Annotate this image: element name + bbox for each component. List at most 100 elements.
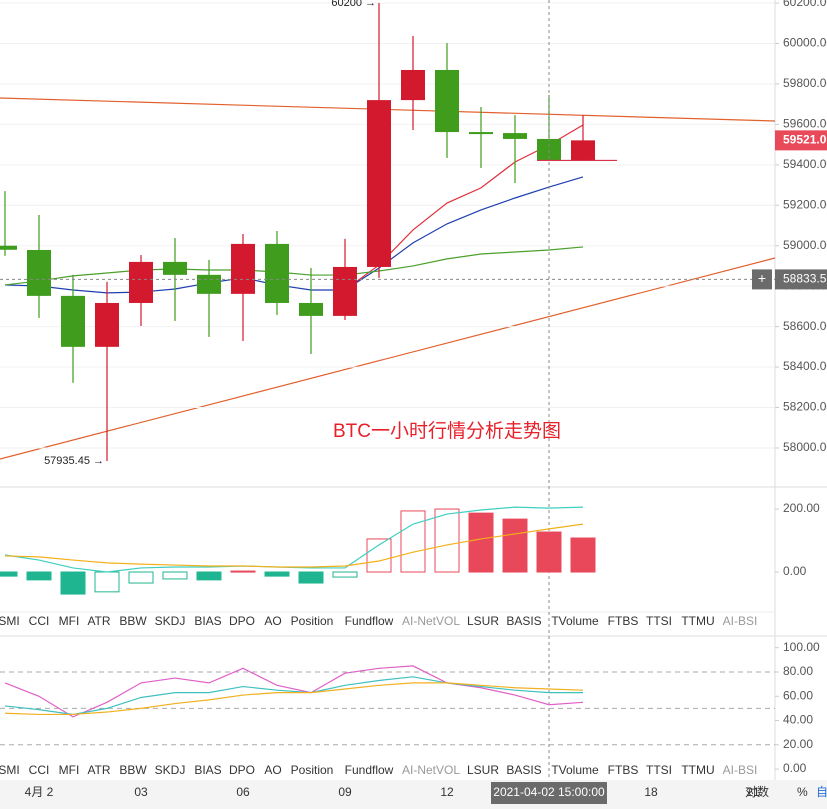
y-tick-label: 59200.00 <box>783 197 827 211</box>
indicator-tab[interactable]: DPO <box>229 614 255 628</box>
y-tick-label: 58400.00 <box>783 359 827 373</box>
indicator-bar <box>536 531 562 573</box>
indicator-tab[interactable]: SKDJ <box>155 614 186 628</box>
indicator-bar <box>26 571 52 581</box>
indicator-tab[interactable]: TTMU <box>681 614 714 628</box>
indicator-tab[interactable]: AO <box>264 763 281 777</box>
indicator-tab[interactable]: LSUR <box>467 763 499 777</box>
indicator-bar <box>400 510 426 573</box>
indicator-tab[interactable]: BBW <box>119 763 147 777</box>
indicator-bar <box>264 571 290 577</box>
indicator-tab[interactable]: ATR <box>87 763 110 777</box>
y-tick-label: 58600.00 <box>783 319 827 333</box>
indicator-bar <box>128 571 154 584</box>
auto-toggle[interactable]: 自 <box>816 785 827 799</box>
candle-body <box>129 261 153 303</box>
indicator-line <box>4 176 584 294</box>
y-tick-label: 58000.00 <box>783 440 827 454</box>
y-tick-label: 0.00 <box>783 564 807 578</box>
indicator-tab[interactable]: LSUR <box>467 614 499 628</box>
indicator-tab[interactable]: AI-BSI <box>723 614 758 628</box>
indicator-bar <box>468 512 494 573</box>
last-price-box <box>775 130 827 151</box>
candle-body <box>537 138 561 160</box>
indicator-bar <box>570 537 596 573</box>
y-tick-label: 40.00 <box>783 713 813 727</box>
indicator-bar <box>366 538 392 573</box>
indicator-tab[interactable]: SKDJ <box>155 763 186 777</box>
x-tick-label: 12 <box>440 785 454 799</box>
indicator-tab[interactable]: Fundflow <box>345 763 394 777</box>
candle-body <box>401 69 425 101</box>
indicator-tab[interactable]: TVolume <box>551 763 599 777</box>
crosshair-price-box <box>775 269 827 290</box>
x-tick-label: 03 <box>134 785 148 799</box>
last-price: 59521.0 <box>783 133 827 147</box>
indicator-tab[interactable]: SMI <box>0 614 20 628</box>
candle-body <box>163 261 187 275</box>
candle-body <box>61 295 85 347</box>
indicator-tab[interactable]: Position <box>291 763 334 777</box>
x-tick-label: 21 <box>746 785 760 799</box>
candle-body <box>367 100 391 267</box>
indicator-tab[interactable]: TTSI <box>646 763 672 777</box>
indicator-tab[interactable]: CCI <box>29 614 50 628</box>
indicator-tab[interactable]: BIAS <box>194 614 221 628</box>
indicator-tab[interactable]: MFI <box>59 763 80 777</box>
indicator-bar <box>60 571 86 595</box>
y-tick-label: 59800.00 <box>783 76 827 90</box>
x-tick-label: 09 <box>338 785 352 799</box>
indicator-tab[interactable]: Position <box>291 614 334 628</box>
indicator-tab[interactable]: BASIS <box>506 763 541 777</box>
y-tick-label: 0.00 <box>783 761 807 775</box>
y-tick-label: 59400.00 <box>783 157 827 171</box>
indicator-bar <box>0 571 18 577</box>
indicator-tab[interactable]: BASIS <box>506 614 541 628</box>
time-axis <box>0 780 827 809</box>
indicator-tab[interactable]: CCI <box>29 763 50 777</box>
y-tick-label: 20.00 <box>783 737 813 751</box>
y-tick-label: 59600.00 <box>783 117 827 131</box>
y-tick-label: 80.00 <box>783 664 813 678</box>
indicator-tab[interactable]: BIAS <box>194 763 221 777</box>
indicator-tab[interactable]: Fundflow <box>345 614 394 628</box>
indicator-tab[interactable]: SMI <box>0 763 20 777</box>
indicator-tab[interactable]: AI-NetVOL <box>402 614 460 628</box>
x-tick-label: 06 <box>236 785 250 799</box>
indicator-tab[interactable]: FTBS <box>608 614 639 628</box>
indicator-tab[interactable]: ATR <box>87 614 110 628</box>
candle-body <box>333 266 357 316</box>
crosshair-price: 58833.5 <box>783 272 827 286</box>
indicator-line <box>4 523 584 568</box>
indicator-tab[interactable]: AO <box>264 614 281 628</box>
candle-body <box>0 245 17 250</box>
indicator-bar <box>502 518 528 573</box>
indicator-tab[interactable]: AI-NetVOL <box>402 763 460 777</box>
indicator-tab[interactable]: DPO <box>229 763 255 777</box>
y-tick-label: 60200.00 <box>783 0 827 9</box>
indicator-bar <box>434 508 460 573</box>
candle-body <box>265 243 289 303</box>
indicator-tab[interactable]: MFI <box>59 614 80 628</box>
candle-body <box>469 132 493 135</box>
indicator-tab[interactable]: AI-BSI <box>723 763 758 777</box>
y-tick-label: 60000.00 <box>783 36 827 50</box>
y-tick-label: 100.00 <box>783 640 820 654</box>
indicator-line <box>4 246 584 286</box>
candle-body <box>197 274 221 294</box>
indicator-line <box>4 676 583 716</box>
indicator-tab[interactable]: TTSI <box>646 614 672 628</box>
trend-line <box>0 257 776 460</box>
percent-toggle[interactable]: % <box>797 785 808 799</box>
indicator-bar <box>162 571 188 580</box>
indicator-tab[interactable]: TVolume <box>551 614 599 628</box>
indicator-tab[interactable]: BBW <box>119 614 147 628</box>
log-toggle[interactable]: 对数 <box>745 784 769 799</box>
add-alert-button[interactable] <box>752 269 772 290</box>
indicator-tab[interactable]: FTBS <box>608 763 639 777</box>
indicator-tab[interactable]: TTMU <box>681 763 714 777</box>
chart-title: BTC一小时行情分析走势图 <box>333 420 561 442</box>
y-tick-label: 58200.00 <box>783 400 827 414</box>
